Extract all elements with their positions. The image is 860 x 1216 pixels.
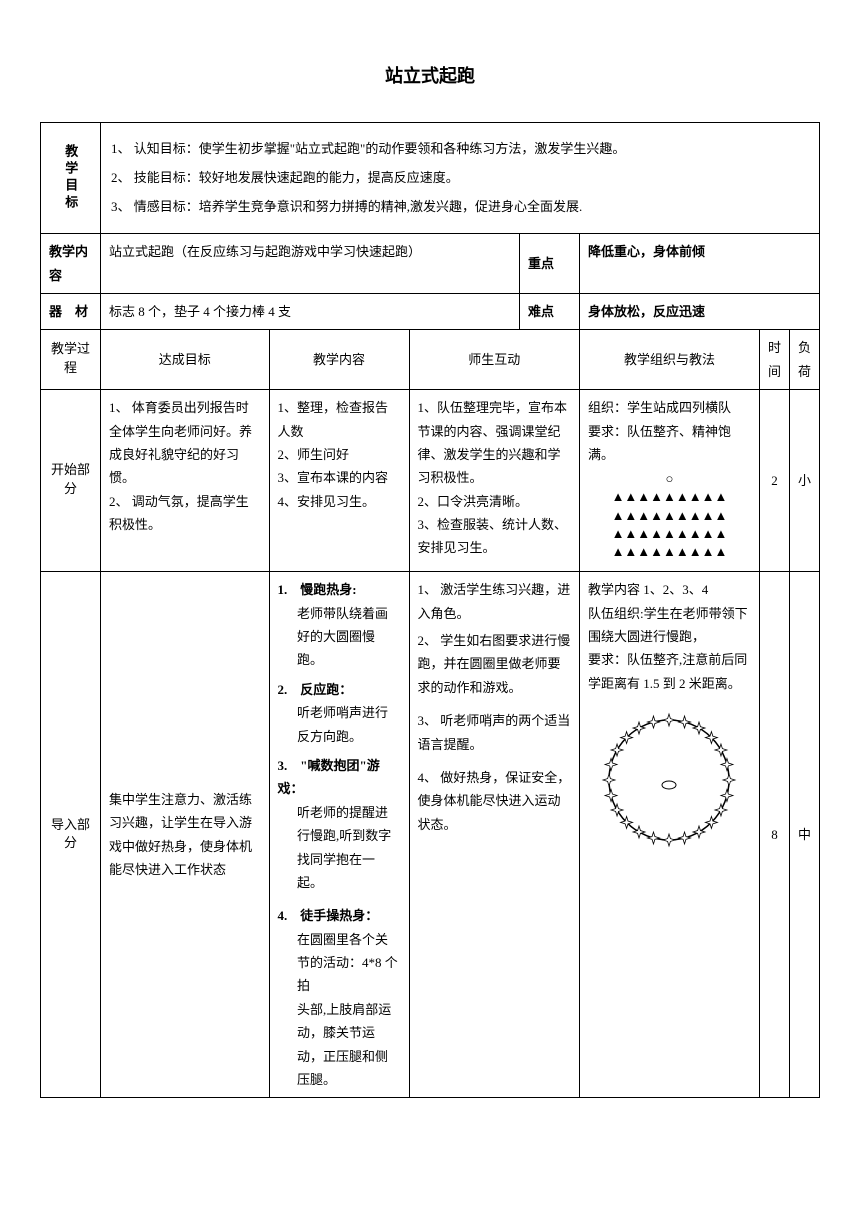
phase2-time: 8 bbox=[759, 572, 789, 1098]
phase1-interact: 1、队伍整理完毕，宣布本节课的内容、强调课堂纪律、激发学生的兴趣和学习积极性。 … bbox=[409, 390, 579, 572]
student-row-2: ▲▲▲▲▲▲▲▲▲ bbox=[588, 507, 751, 525]
goals-cell: 1、 认知目标：使学生初步掌握"站立式起跑"的动作要领和各种练习方法，激发学生兴… bbox=[101, 123, 820, 234]
phase1-content: 1、整理，检查报告人数 2、师生问好 3、宣布本课的内容 4、安排见习生。 bbox=[269, 390, 409, 572]
phase-intro-row: 导入部分 集中学生注意力、激活练习兴趣，让学生在导入游戏中做好热身，使身体机能尽… bbox=[41, 572, 820, 1098]
circle-diagram bbox=[588, 695, 751, 872]
goal-2: 2、 技能目标：较好地发展快速起跑的能力，提高反应速度。 bbox=[111, 164, 809, 193]
phase-start-row: 开始部分 1、 体育委员出列报告时全体学生向老师问好。养成良好礼貌守纪的好习惯。… bbox=[41, 390, 820, 572]
difficult-text: 身体放松，反应迅速 bbox=[579, 293, 819, 329]
header-process: 教学过程 bbox=[41, 330, 101, 390]
header-org: 教学组织与教法 bbox=[579, 330, 759, 390]
equip-label: 器 材 bbox=[41, 293, 101, 329]
phase1-load: 小 bbox=[789, 390, 819, 572]
column-header-row: 教学过程 达成目标 教学内容 师生互动 教学组织与教法 时间 负荷 bbox=[41, 330, 820, 390]
phase1-time: 2 bbox=[759, 390, 789, 572]
student-row-3: ▲▲▲▲▲▲▲▲▲ bbox=[588, 525, 751, 543]
phase1-org: 组织：学生站成四列横队 要求：队伍整齐、精神饱满。 ○ ▲▲▲▲▲▲▲▲▲ ▲▲… bbox=[579, 390, 759, 572]
student-row-1: ▲▲▲▲▲▲▲▲▲ bbox=[588, 488, 751, 506]
difficult-label: 难点 bbox=[519, 293, 579, 329]
page-title: 站立式起跑 bbox=[40, 60, 820, 92]
header-interact: 师生互动 bbox=[409, 330, 579, 390]
header-time: 时间 bbox=[759, 330, 789, 390]
goal-1: 1、 认知目标：使学生初步掌握"站立式起跑"的动作要领和各种练习方法，激发学生兴… bbox=[111, 135, 809, 164]
header-goal: 达成目标 bbox=[101, 330, 270, 390]
content-text: 站立式起跑（在反应练习与起跑游戏中学习快速起跑） bbox=[101, 234, 520, 294]
phase2-goal: 集中学生注意力、激活练习兴趣，让学生在导入游戏中做好热身，使身体机能尽快进入工作… bbox=[101, 572, 270, 1098]
keypoint-label: 重点 bbox=[519, 234, 579, 294]
phase2-org: 教学内容 1、2、3、4 队伍组织:学生在老师带领下围绕大圆进行慢跑， 要求：队… bbox=[579, 572, 759, 1098]
teacher-marker: ○ bbox=[588, 470, 751, 488]
phase2-label: 导入部分 bbox=[41, 572, 101, 1098]
phase2-content: 1. 慢跑热身: 老师带队绕着画好的大圆圈慢跑。 2. 反应跑： 听老师哨声进行… bbox=[269, 572, 409, 1098]
formation-diagram: ○ ▲▲▲▲▲▲▲▲▲ ▲▲▲▲▲▲▲▲▲ ▲▲▲▲▲▲▲▲▲ ▲▲▲▲▲▲▲▲… bbox=[588, 466, 751, 565]
goal-3: 3、 情感目标：培养学生竞争意识和努力拼搏的精神,激发兴趣，促进身心全面发展. bbox=[111, 193, 809, 222]
phase1-label: 开始部分 bbox=[41, 390, 101, 572]
circle-svg bbox=[594, 705, 744, 855]
phase2-interact: 1、 激活学生练习兴趣，进入角色。 2、 学生如右图要求进行慢跑，并在圆圈里做老… bbox=[409, 572, 579, 1098]
equip-text: 标志 8 个，垫子 4 个接力棒 4 支 bbox=[101, 293, 520, 329]
phase2-load: 中 bbox=[789, 572, 819, 1098]
student-row-4: ▲▲▲▲▲▲▲▲▲ bbox=[588, 543, 751, 561]
header-content: 教学内容 bbox=[269, 330, 409, 390]
content-label: 教学内容 bbox=[41, 234, 101, 294]
goals-label: 教学目标 bbox=[41, 123, 101, 234]
keypoint-text: 降低重心，身体前倾 bbox=[579, 234, 819, 294]
lesson-plan-table: 教学目标 1、 认知目标：使学生初步掌握"站立式起跑"的动作要领和各种练习方法，… bbox=[40, 122, 820, 1098]
header-load: 负荷 bbox=[789, 330, 819, 390]
phase1-goal: 1、 体育委员出列报告时全体学生向老师问好。养成良好礼貌守纪的好习惯。 2、 调… bbox=[101, 390, 270, 572]
